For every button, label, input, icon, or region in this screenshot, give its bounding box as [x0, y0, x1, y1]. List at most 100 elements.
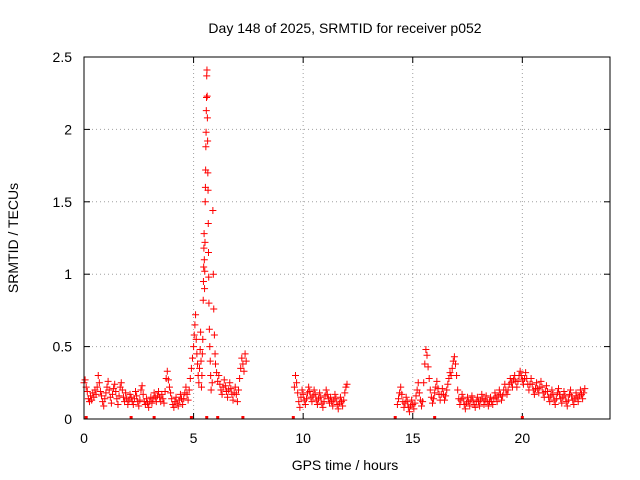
zero-value-marker	[291, 416, 295, 419]
data-point	[202, 143, 210, 151]
data-point	[100, 402, 108, 410]
data-point	[574, 398, 582, 406]
data-point	[517, 372, 525, 380]
data-point	[200, 256, 208, 264]
zero-value-marker	[189, 416, 193, 419]
data-point	[491, 389, 499, 397]
data-point	[187, 364, 195, 372]
plot-frame	[83, 56, 611, 420]
data-point	[410, 405, 418, 413]
data-point	[220, 376, 228, 384]
data-point	[202, 107, 210, 115]
data-point	[102, 389, 110, 397]
data-point	[522, 369, 530, 377]
data-point	[422, 345, 430, 353]
data-point	[163, 367, 171, 375]
data-point	[207, 386, 215, 394]
data-point	[201, 285, 209, 293]
data-point	[161, 387, 169, 395]
data-point	[336, 393, 344, 401]
data-point	[159, 395, 167, 403]
data-point	[137, 386, 145, 394]
data-point	[323, 390, 331, 398]
data-point	[342, 383, 350, 391]
data-point	[94, 372, 102, 380]
data-point	[190, 343, 198, 351]
data-point	[332, 395, 340, 403]
data-point	[339, 402, 347, 410]
data-point	[108, 390, 116, 398]
data-point	[542, 382, 550, 390]
data-point	[180, 395, 188, 403]
data-point	[327, 393, 335, 401]
data-point	[295, 398, 303, 406]
data-point	[302, 395, 310, 403]
data-point	[579, 395, 587, 403]
x-tick-label: 0	[80, 430, 88, 446]
data-point	[446, 369, 454, 377]
data-point	[341, 389, 349, 397]
zero-value-marker	[520, 416, 524, 419]
data-point	[419, 398, 427, 406]
data-point	[190, 331, 198, 339]
data-point	[291, 372, 299, 380]
data-point	[127, 393, 135, 401]
y-tick-label: 2	[64, 121, 72, 137]
data-point	[201, 267, 209, 275]
data-point	[403, 398, 411, 406]
y-tick-label: 1.5	[53, 194, 73, 210]
data-point	[139, 390, 147, 398]
data-point	[205, 273, 213, 281]
data-point	[308, 398, 316, 406]
data-point	[199, 277, 207, 285]
data-point	[313, 401, 321, 409]
data-point	[197, 328, 205, 336]
data-point	[493, 398, 501, 406]
data-point	[95, 379, 103, 387]
data-point	[204, 169, 212, 177]
data-point	[548, 386, 556, 394]
data-point	[438, 385, 446, 393]
data-point	[433, 377, 441, 385]
data-point	[107, 399, 115, 407]
data-point	[503, 390, 511, 398]
data-point	[203, 94, 211, 102]
data-point	[221, 382, 229, 390]
data-point	[480, 401, 488, 409]
data-point	[567, 386, 575, 394]
data-point	[132, 387, 140, 395]
data-point	[167, 389, 175, 397]
y-tick-label: 0	[64, 411, 72, 427]
data-point	[224, 393, 232, 401]
data-point	[298, 386, 306, 394]
data-point	[170, 403, 178, 411]
data-point	[484, 402, 492, 410]
data-point	[580, 389, 588, 397]
data-point	[172, 393, 180, 401]
data-point	[200, 230, 208, 238]
data-point	[395, 395, 403, 403]
data-point	[516, 367, 524, 375]
data-point	[182, 383, 190, 391]
data-point	[238, 354, 246, 362]
data-point	[450, 353, 458, 361]
data-point	[423, 351, 431, 359]
data-point	[340, 396, 348, 404]
data-point	[412, 392, 420, 400]
data-point	[216, 380, 224, 388]
data-point	[544, 387, 552, 395]
data-point	[426, 386, 434, 394]
data-point	[428, 399, 436, 407]
data-point	[194, 360, 202, 368]
data-point	[482, 392, 490, 400]
data-point	[476, 402, 484, 410]
data-point	[203, 66, 211, 74]
chart-title: Day 148 of 2025, SRMTID for receiver p05…	[208, 20, 481, 36]
data-point	[561, 392, 569, 400]
data-point	[563, 402, 571, 410]
data-point	[549, 390, 557, 398]
data-point	[499, 392, 507, 400]
data-point	[179, 401, 187, 409]
data-point	[176, 390, 184, 398]
y-tick-label: 0.5	[53, 339, 73, 355]
